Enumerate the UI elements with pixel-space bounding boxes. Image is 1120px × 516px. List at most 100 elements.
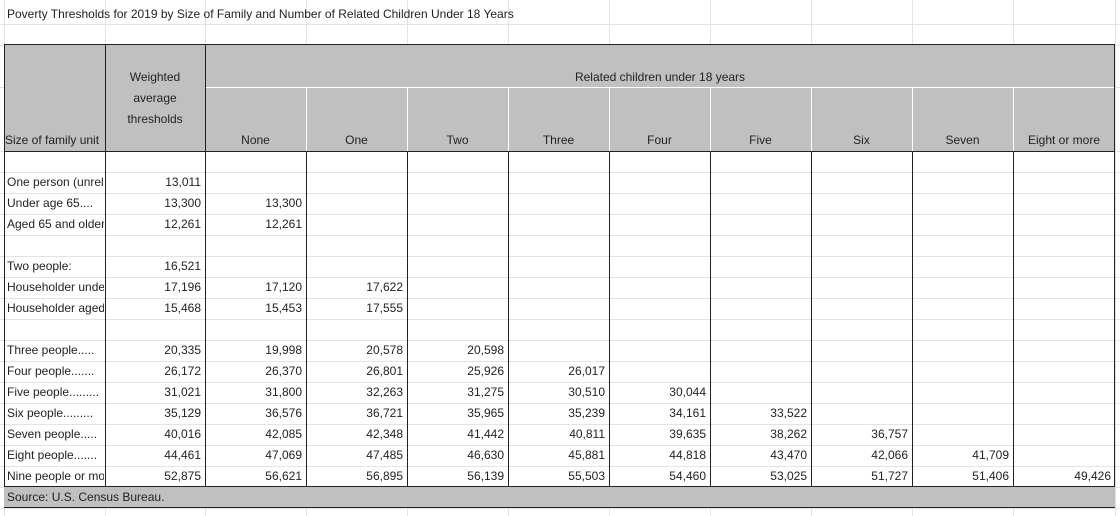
- threshold-cell[interactable]: 56,895: [366, 469, 403, 483]
- weighted-average-cell[interactable]: 17,196: [164, 280, 201, 294]
- column-border: [407, 151, 408, 487]
- column-border: [205, 151, 206, 487]
- header-related-children[interactable]: Related children under 18 years: [574, 70, 746, 84]
- threshold-cell[interactable]: 40,811: [569, 427, 605, 441]
- threshold-cell[interactable]: 36,721: [366, 406, 403, 420]
- table-border-body-bottom: [4, 486, 1115, 487]
- threshold-cell[interactable]: 17,555: [366, 301, 403, 315]
- header-weighted-line2[interactable]: average: [133, 91, 177, 105]
- threshold-cell[interactable]: 38,262: [770, 427, 807, 441]
- threshold-cell[interactable]: 12,261: [265, 217, 302, 231]
- row-label[interactable]: Nine people or more: [7, 469, 104, 483]
- row-label[interactable]: Aged 65 and older: [7, 217, 104, 231]
- row-label[interactable]: Three people.....: [7, 343, 95, 357]
- threshold-cell[interactable]: 26,370: [265, 364, 302, 378]
- threshold-cell[interactable]: 55,503: [568, 469, 605, 483]
- weighted-average-cell[interactable]: 35,129: [164, 406, 201, 420]
- column-header[interactable]: Three: [542, 133, 575, 147]
- column-border: [306, 151, 307, 487]
- threshold-cell[interactable]: 39,635: [669, 427, 706, 441]
- threshold-cell[interactable]: 17,622: [366, 280, 403, 294]
- threshold-cell[interactable]: 26,801: [366, 364, 403, 378]
- header-border: [105, 44, 106, 151]
- threshold-cell[interactable]: 54,460: [669, 469, 706, 483]
- header-weighted-line3[interactable]: thresholds: [127, 112, 183, 126]
- table-border-header-bottom: [4, 151, 1115, 152]
- threshold-cell[interactable]: 20,598: [467, 343, 504, 357]
- threshold-cell[interactable]: 47,485: [366, 448, 403, 462]
- grid-hline: [0, 445, 1120, 446]
- threshold-cell[interactable]: 49,426: [1074, 469, 1111, 483]
- threshold-cell[interactable]: 51,406: [972, 469, 1009, 483]
- threshold-cell[interactable]: 20,578: [366, 343, 403, 357]
- threshold-cell[interactable]: 42,348: [366, 427, 403, 441]
- weighted-average-cell[interactable]: 12,261: [164, 217, 201, 231]
- row-label[interactable]: Six people.........: [7, 406, 94, 420]
- threshold-cell[interactable]: 42,085: [265, 427, 302, 441]
- column-header[interactable]: Six: [853, 133, 870, 147]
- threshold-cell[interactable]: 45,881: [568, 448, 605, 462]
- threshold-cell[interactable]: 51,727: [871, 469, 908, 483]
- weighted-average-cell[interactable]: 40,016: [164, 427, 201, 441]
- threshold-cell[interactable]: 53,025: [770, 469, 807, 483]
- weighted-average-cell[interactable]: 31,021: [164, 385, 201, 399]
- column-header[interactable]: None: [241, 133, 270, 147]
- threshold-cell[interactable]: 32,263: [366, 385, 403, 399]
- column-header[interactable]: Four: [647, 133, 672, 147]
- weighted-average-cell[interactable]: 44,461: [164, 448, 201, 462]
- threshold-cell[interactable]: 42,066: [871, 448, 908, 462]
- row-label[interactable]: Eight people.......: [7, 448, 98, 462]
- weighted-average-cell[interactable]: 16,521: [164, 259, 201, 273]
- threshold-cell[interactable]: 17,120: [265, 280, 302, 294]
- threshold-cell[interactable]: 47,069: [265, 448, 302, 462]
- column-border: [710, 151, 711, 487]
- threshold-cell[interactable]: 30,044: [669, 385, 706, 399]
- threshold-cell[interactable]: 19,998: [265, 343, 302, 357]
- threshold-cell[interactable]: 36,757: [871, 427, 908, 441]
- grid-vline: [1115, 0, 1116, 516]
- weighted-average-cell[interactable]: 15,468: [164, 301, 201, 315]
- column-header[interactable]: One: [345, 133, 368, 147]
- column-header[interactable]: Seven: [945, 133, 980, 147]
- row-label[interactable]: Two people:: [7, 259, 72, 273]
- row-label[interactable]: Householder aged 65 and older: [7, 301, 104, 315]
- threshold-cell[interactable]: 31,800: [265, 385, 302, 399]
- weighted-average-cell[interactable]: 52,875: [164, 469, 201, 483]
- threshold-cell[interactable]: 36,576: [265, 406, 302, 420]
- threshold-cell[interactable]: 25,926: [467, 364, 504, 378]
- threshold-cell[interactable]: 35,239: [568, 406, 605, 420]
- threshold-cell[interactable]: 56,139: [467, 469, 504, 483]
- row-label[interactable]: Four people.......: [7, 364, 95, 378]
- weighted-average-cell[interactable]: 13,300: [164, 196, 201, 210]
- header-weighted-line1[interactable]: Weighted: [129, 70, 181, 84]
- threshold-cell[interactable]: 31,275: [467, 385, 504, 399]
- column-header[interactable]: Five: [749, 133, 772, 147]
- source-note[interactable]: Source: U.S. Census Bureau.: [7, 490, 165, 504]
- weighted-average-cell[interactable]: 26,172: [164, 364, 201, 378]
- threshold-cell[interactable]: 13,300: [265, 196, 302, 210]
- threshold-cell[interactable]: 43,470: [770, 448, 807, 462]
- column-header[interactable]: Two: [446, 133, 469, 147]
- column-header[interactable]: Eight or more: [1027, 133, 1101, 147]
- threshold-cell[interactable]: 56,621: [265, 469, 302, 483]
- threshold-cell[interactable]: 34,161: [669, 406, 706, 420]
- threshold-cell[interactable]: 44,818: [669, 448, 706, 462]
- threshold-cell[interactable]: 41,709: [972, 448, 1009, 462]
- threshold-cell[interactable]: 26,017: [568, 364, 605, 378]
- header-divider: [205, 87, 1115, 88]
- threshold-cell[interactable]: 30,510: [568, 385, 605, 399]
- row-label[interactable]: Under age 65....: [7, 196, 94, 210]
- row-label[interactable]: Seven people.....: [7, 427, 98, 441]
- weighted-average-cell[interactable]: 13,011: [165, 175, 201, 189]
- row-label[interactable]: One person (unrelated individual): [7, 175, 104, 189]
- header-size-of-family-unit[interactable]: Size of family unit: [5, 133, 100, 147]
- threshold-cell[interactable]: 33,522: [770, 406, 807, 420]
- row-label[interactable]: Five people.........: [7, 385, 100, 399]
- weighted-average-cell[interactable]: 20,335: [164, 343, 201, 357]
- row-label[interactable]: Householder under age 65: [7, 280, 104, 294]
- threshold-cell[interactable]: 46,630: [467, 448, 504, 462]
- threshold-cell[interactable]: 35,965: [467, 406, 504, 420]
- threshold-cell[interactable]: 15,453: [265, 301, 302, 315]
- threshold-cell[interactable]: 41,442: [467, 427, 504, 441]
- sheet-title[interactable]: Poverty Thresholds for 2019 by Size of F…: [7, 7, 514, 21]
